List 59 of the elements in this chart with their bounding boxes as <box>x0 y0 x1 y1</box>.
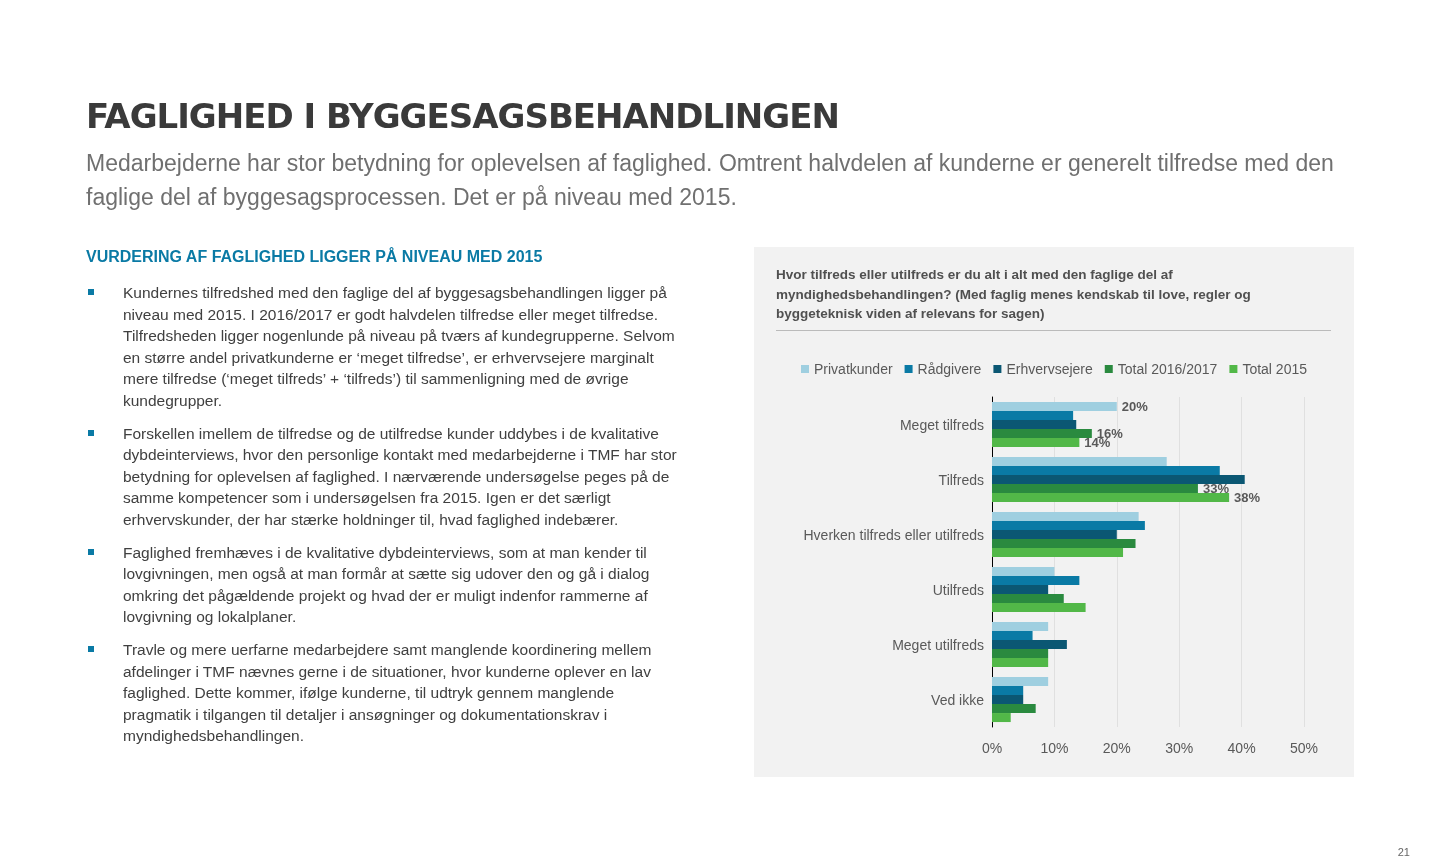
text: 21 <box>1397 846 1410 858</box>
bar <box>992 401 1117 411</box>
legend-label: Total 2015 <box>1242 361 1308 377</box>
bar <box>992 438 1080 448</box>
y-tick-label: Meget tilfreds <box>899 416 984 433</box>
bar <box>992 456 1167 466</box>
legend-label: Erhvervsejere <box>1006 361 1093 377</box>
bar <box>992 474 1245 485</box>
bar <box>992 639 1067 650</box>
x-tick-label: 10% <box>1040 740 1069 756</box>
bar <box>992 694 1024 705</box>
y-tick-label: Hverken tilfreds eller utilfreds <box>803 526 984 543</box>
y-tick-label: Tilfreds <box>938 471 984 488</box>
bar <box>992 419 1077 430</box>
y-tick-label: Utilfreds <box>932 581 984 598</box>
bar <box>992 603 1086 613</box>
data-label: 20% <box>1121 398 1149 414</box>
bar <box>992 685 1024 695</box>
bar <box>992 429 1092 439</box>
legend-label: Rådgivere <box>917 361 982 377</box>
text: Faglighed fremhæves i de kvalitative dybdeinterviews, som at man kender til lovgivningen, men også at man formår at sætte sig udover den og gå i dialog omkring det pågældende projekt og hvad der er muligt indenfor rammerne af lovgivning og lokalplaner. <box>86 541 686 628</box>
y-tick-label: Meget utilfreds <box>892 636 984 653</box>
bar <box>992 658 1049 668</box>
x-tick-label: 50% <box>1289 740 1319 756</box>
text: Forskellen imellem de tilfredse og de utilfredse kunder uddybes i de kvalitative dybdeinterviews, hvor den personlige kontakt med medarbejderne i TMF har stor betydning for oplevelsen af faglighed. I nærværende undersøgelse peges på de samme kompetencer som i undersøgelsen fra 2015. Igen er det særligt erhvervskunder, der har stærke holdninger til, hvad faglighed indebærer. <box>86 422 686 531</box>
data-label: 38% <box>1234 490 1261 506</box>
bar <box>992 484 1198 494</box>
text: Kundernes tilfredshed med den faglige del af byggesagsbehandlingen ligger på niveau med 2015. I 2016/2017 er godt halvdelen tilfredse eller meget tilfredse. Tilfredsheden ligger nogenlunde på niveau på tværs af kundegrupperne. Selvom en større andel privatkunderne er ‘meget tilfredse’, er erhvervsejere marginalt mere tilfredse (‘meget tilfreds’ + ‘tilfreds’) til sammenligning med de øvrige kundegrupper. <box>86 282 686 412</box>
x-tick-label: 0% <box>981 740 1003 756</box>
bar <box>992 713 1011 723</box>
bar <box>992 493 1230 503</box>
bar <box>992 566 1055 576</box>
data-label: 33% <box>1202 481 1230 497</box>
text: VURDERING AF FAGLIGHED LIGGER PÅ NIVEAU MED 2015 <box>86 248 543 266</box>
y-tick-label: Ved ikke <box>931 691 985 708</box>
bar <box>992 520 1145 530</box>
text: Travle og mere uerfarne medarbejdere samt manglende koordinering mellem afdelinger i TMF nævnes gerne i de situationer, hvor kunderne oplever en lav faglighed. Dette kommer, ifølge kunderne, til udtryk gennem manglende pragmatik i tilgangen til detaljer i ansøgninger og dokumentationskrav i myndighedsbehandlingen. <box>86 638 686 747</box>
bar <box>992 621 1049 631</box>
text: Medarbejderne har stor betydning for oplevelsen af faglighed. Omtrent halvdelen af kunderne er generelt tilfredse med den faglige del af byggesagsprocessen. Det er på niveau med 2015. <box>86 149 1335 212</box>
bar <box>992 704 1036 714</box>
bar <box>992 649 1049 659</box>
x-tick-label: 20% <box>1102 740 1131 756</box>
x-tick-label: 30% <box>1165 740 1194 756</box>
bar <box>992 676 1049 686</box>
text: Hvor tilfreds eller utilfreds er du alt i alt med den faglige del af myndighedsbehandlingen? (Med faglig menes kendskab til love, regler og byggeteknisk viden af relevans for sagen) <box>776 265 1331 331</box>
bar <box>992 410 1074 420</box>
x-tick-label: 40% <box>1227 740 1256 756</box>
bar <box>992 584 1049 595</box>
text: FAGLIGHED I BYGGESAGSBEHANDLINGEN <box>86 96 839 136</box>
bar <box>992 529 1117 540</box>
bar <box>992 465 1220 475</box>
bar <box>992 594 1064 604</box>
bar <box>992 575 1080 585</box>
legend-label: Privatkunder <box>813 361 893 377</box>
bar <box>992 548 1124 558</box>
bar <box>992 511 1139 521</box>
bar <box>992 539 1136 549</box>
bar <box>992 630 1033 640</box>
legend-label: Total 2016/2017 <box>1117 361 1218 377</box>
